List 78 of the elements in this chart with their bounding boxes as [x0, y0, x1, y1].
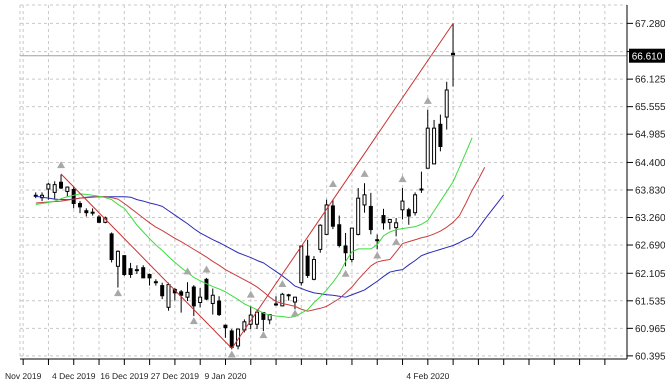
y-tick-label: 63.260: [635, 213, 665, 224]
y-tick-label: 62.105: [635, 268, 665, 280]
point: [259, 331, 268, 338]
candlestick: [406, 207, 411, 226]
candlestick: [52, 180, 57, 200]
candlestick: [368, 192, 373, 235]
candlestick: [230, 328, 234, 350]
point: [360, 170, 369, 177]
y-tick-label: 62.690: [635, 240, 665, 252]
x-tick-label: 27 Dec 2019: [150, 371, 200, 381]
candlestick: [210, 288, 215, 316]
point: [57, 161, 66, 168]
point: [328, 180, 338, 187]
candlestick: [166, 282, 171, 312]
y-tick-label: 67.280: [635, 18, 665, 30]
y-tick-label: 66.125: [635, 74, 665, 86]
candlestick: [280, 292, 284, 307]
candlestick: [223, 324, 228, 338]
candlestick: [274, 296, 278, 306]
candlestick: [46, 182, 50, 200]
point: [278, 280, 286, 287]
candlestick: [312, 256, 316, 281]
point: [398, 175, 407, 182]
candlestick: [292, 296, 297, 310]
point: [190, 317, 198, 324]
candlestick: [419, 171, 424, 194]
candlestick: [337, 215, 342, 248]
point: [392, 238, 400, 245]
candlestick: [261, 312, 266, 332]
y-tick-label: 60.395: [635, 351, 665, 362]
candlestick: [362, 182, 367, 214]
point: [202, 265, 211, 272]
y-tick-label: 64.400: [635, 158, 665, 169]
candlestick: [122, 254, 126, 276]
candlestick: [394, 217, 398, 237]
y-tick-label: 61.535: [635, 296, 665, 308]
candlestick: [381, 208, 386, 230]
candlestick: [306, 239, 310, 278]
candlestick: [217, 296, 222, 317]
candlestick: [185, 282, 190, 302]
x-tick-label: 4 Feb 2020: [406, 371, 450, 381]
candlestick: [236, 328, 240, 350]
point: [184, 267, 192, 274]
candlestick: [160, 282, 164, 300]
candlestick: [179, 289, 184, 314]
y-tick-label: 65.555: [635, 102, 665, 114]
candlestick: [192, 284, 196, 317]
x-tick-label: 4 Dec 2019: [52, 371, 96, 381]
point: [114, 289, 122, 296]
candlestick: [141, 264, 146, 278]
point: [373, 251, 382, 258]
candlestick: [344, 232, 348, 267]
candlestick: [128, 262, 133, 278]
point: [228, 350, 236, 358]
candlestick: [65, 186, 70, 197]
x-tick-label: 9 Jan 2020: [204, 371, 247, 381]
x-tick-label: Nov 2019: [4, 371, 42, 381]
candlestick: [78, 200, 82, 214]
candlestick: [375, 234, 380, 250]
candlestick: [413, 192, 418, 216]
ref-line-label: 66.610: [632, 52, 663, 63]
point: [246, 290, 255, 298]
candlestick: [400, 188, 404, 220]
candlestick: [198, 288, 202, 308]
candlestick: [148, 273, 152, 286]
candlestick: [255, 308, 260, 330]
point: [424, 96, 432, 104]
candlestick: [330, 199, 335, 230]
x-tick-label: 16 Dec 2019: [100, 371, 149, 381]
candlestick: [59, 174, 64, 190]
candlestick: [438, 114, 442, 152]
y-tick-label: 63.830: [635, 186, 665, 197]
y-tick-label: 60.965: [635, 324, 665, 335]
point: [342, 270, 350, 277]
candlestick: [116, 250, 120, 288]
y-tick-label: 64.985: [635, 130, 665, 141]
point: [291, 309, 300, 316]
candlestick: [204, 277, 208, 301]
